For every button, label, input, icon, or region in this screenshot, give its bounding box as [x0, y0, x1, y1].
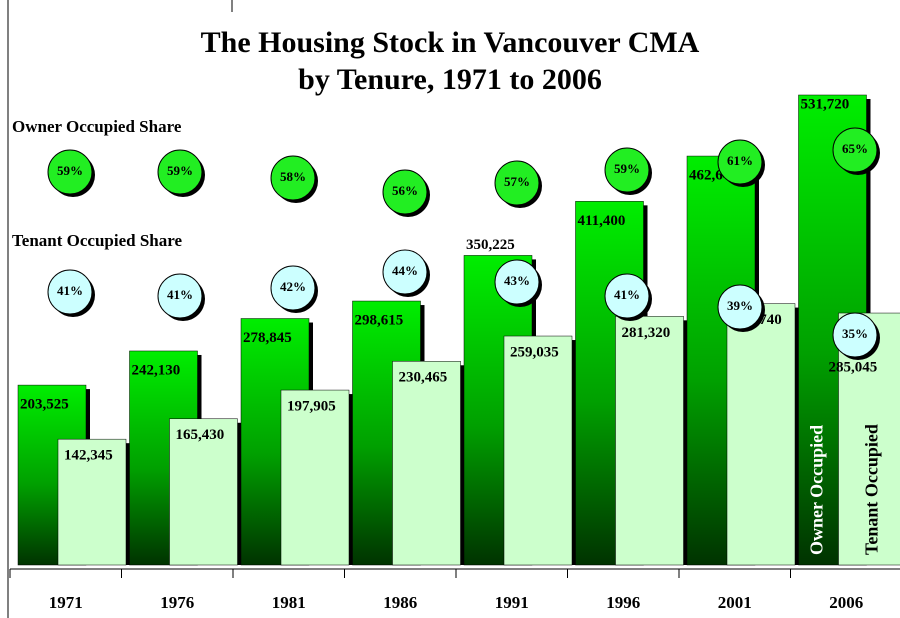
- share-label: 35%: [842, 326, 868, 341]
- share-circle: [382, 249, 428, 295]
- value-label: 278,845: [243, 330, 292, 346]
- chart-subtitle: by Tenure, 1971 to 2006: [298, 63, 602, 96]
- share-circle: [604, 147, 650, 193]
- share-label: 61%: [727, 153, 753, 168]
- value-label: 197,905: [287, 399, 336, 415]
- value-label: 298,615: [355, 312, 404, 328]
- annotation: Owner Occupied Share: [12, 117, 182, 136]
- value-label: 531,720: [801, 96, 850, 112]
- share-label: 39%: [727, 298, 753, 313]
- bar: [169, 418, 238, 566]
- bar: [57, 438, 127, 566]
- value-label: 281,320: [622, 325, 671, 341]
- share-circle: [494, 160, 540, 206]
- value-label: 230,465: [399, 370, 448, 386]
- share-label: 44%: [392, 263, 418, 278]
- x-tick-label: 1981: [272, 593, 306, 612]
- share-label: 41%: [57, 283, 83, 298]
- share-label: 41%: [167, 287, 193, 302]
- share-label: 56%: [392, 183, 418, 198]
- share-circle: [157, 149, 203, 195]
- share-circle: [494, 259, 540, 305]
- share-circle: [832, 312, 878, 358]
- value-label: 165,430: [176, 427, 225, 443]
- annotation: Tenant Occupied Share: [12, 231, 182, 250]
- share-label: 59%: [57, 163, 83, 178]
- x-tick-label: 1991: [495, 593, 529, 612]
- x-tick-label: 1986: [383, 593, 417, 612]
- value-label: 285,045: [829, 359, 878, 375]
- bar: [280, 389, 350, 566]
- share-label: 42%: [280, 279, 306, 294]
- share-circle: [270, 155, 316, 201]
- x-tick-label: 2006: [829, 593, 863, 612]
- value-label: 350,225: [466, 237, 515, 253]
- share-circle: [382, 169, 428, 215]
- share-label: 41%: [614, 287, 640, 302]
- x-tick-label: 1996: [606, 593, 640, 612]
- bar: [615, 316, 684, 566]
- share-circle: [717, 139, 763, 185]
- share-circle: [270, 265, 316, 311]
- share-label: 57%: [504, 174, 530, 189]
- share-circle: [717, 284, 763, 330]
- bar: [392, 361, 461, 566]
- share-circle: [47, 149, 93, 195]
- value-label: 242,130: [132, 362, 181, 378]
- share-circle: [157, 273, 203, 319]
- x-tick-label: 1976: [160, 593, 194, 612]
- share-label: 65%: [842, 141, 868, 156]
- x-tick-label: 1971: [49, 593, 83, 612]
- share-label: 43%: [504, 273, 530, 288]
- x-tick-label: 2001: [718, 593, 752, 612]
- share-label: 59%: [167, 163, 193, 178]
- value-label: 259,035: [510, 344, 559, 360]
- value-label: 411,400: [578, 213, 626, 229]
- share-circle: [604, 273, 650, 319]
- chart-title: The Housing Stock in Vancouver CMA: [201, 26, 700, 59]
- value-label: 203,525: [20, 397, 69, 413]
- bar: [726, 303, 796, 566]
- share-circle: [832, 127, 878, 173]
- legend-label: Tenant Occupied: [862, 424, 882, 555]
- value-label: 142,345: [64, 448, 113, 464]
- bar: [503, 335, 573, 566]
- share-label: 58%: [280, 169, 306, 184]
- share-circle: [47, 269, 93, 315]
- share-label: 59%: [614, 161, 640, 176]
- legend-label: Owner Occupied: [807, 425, 827, 555]
